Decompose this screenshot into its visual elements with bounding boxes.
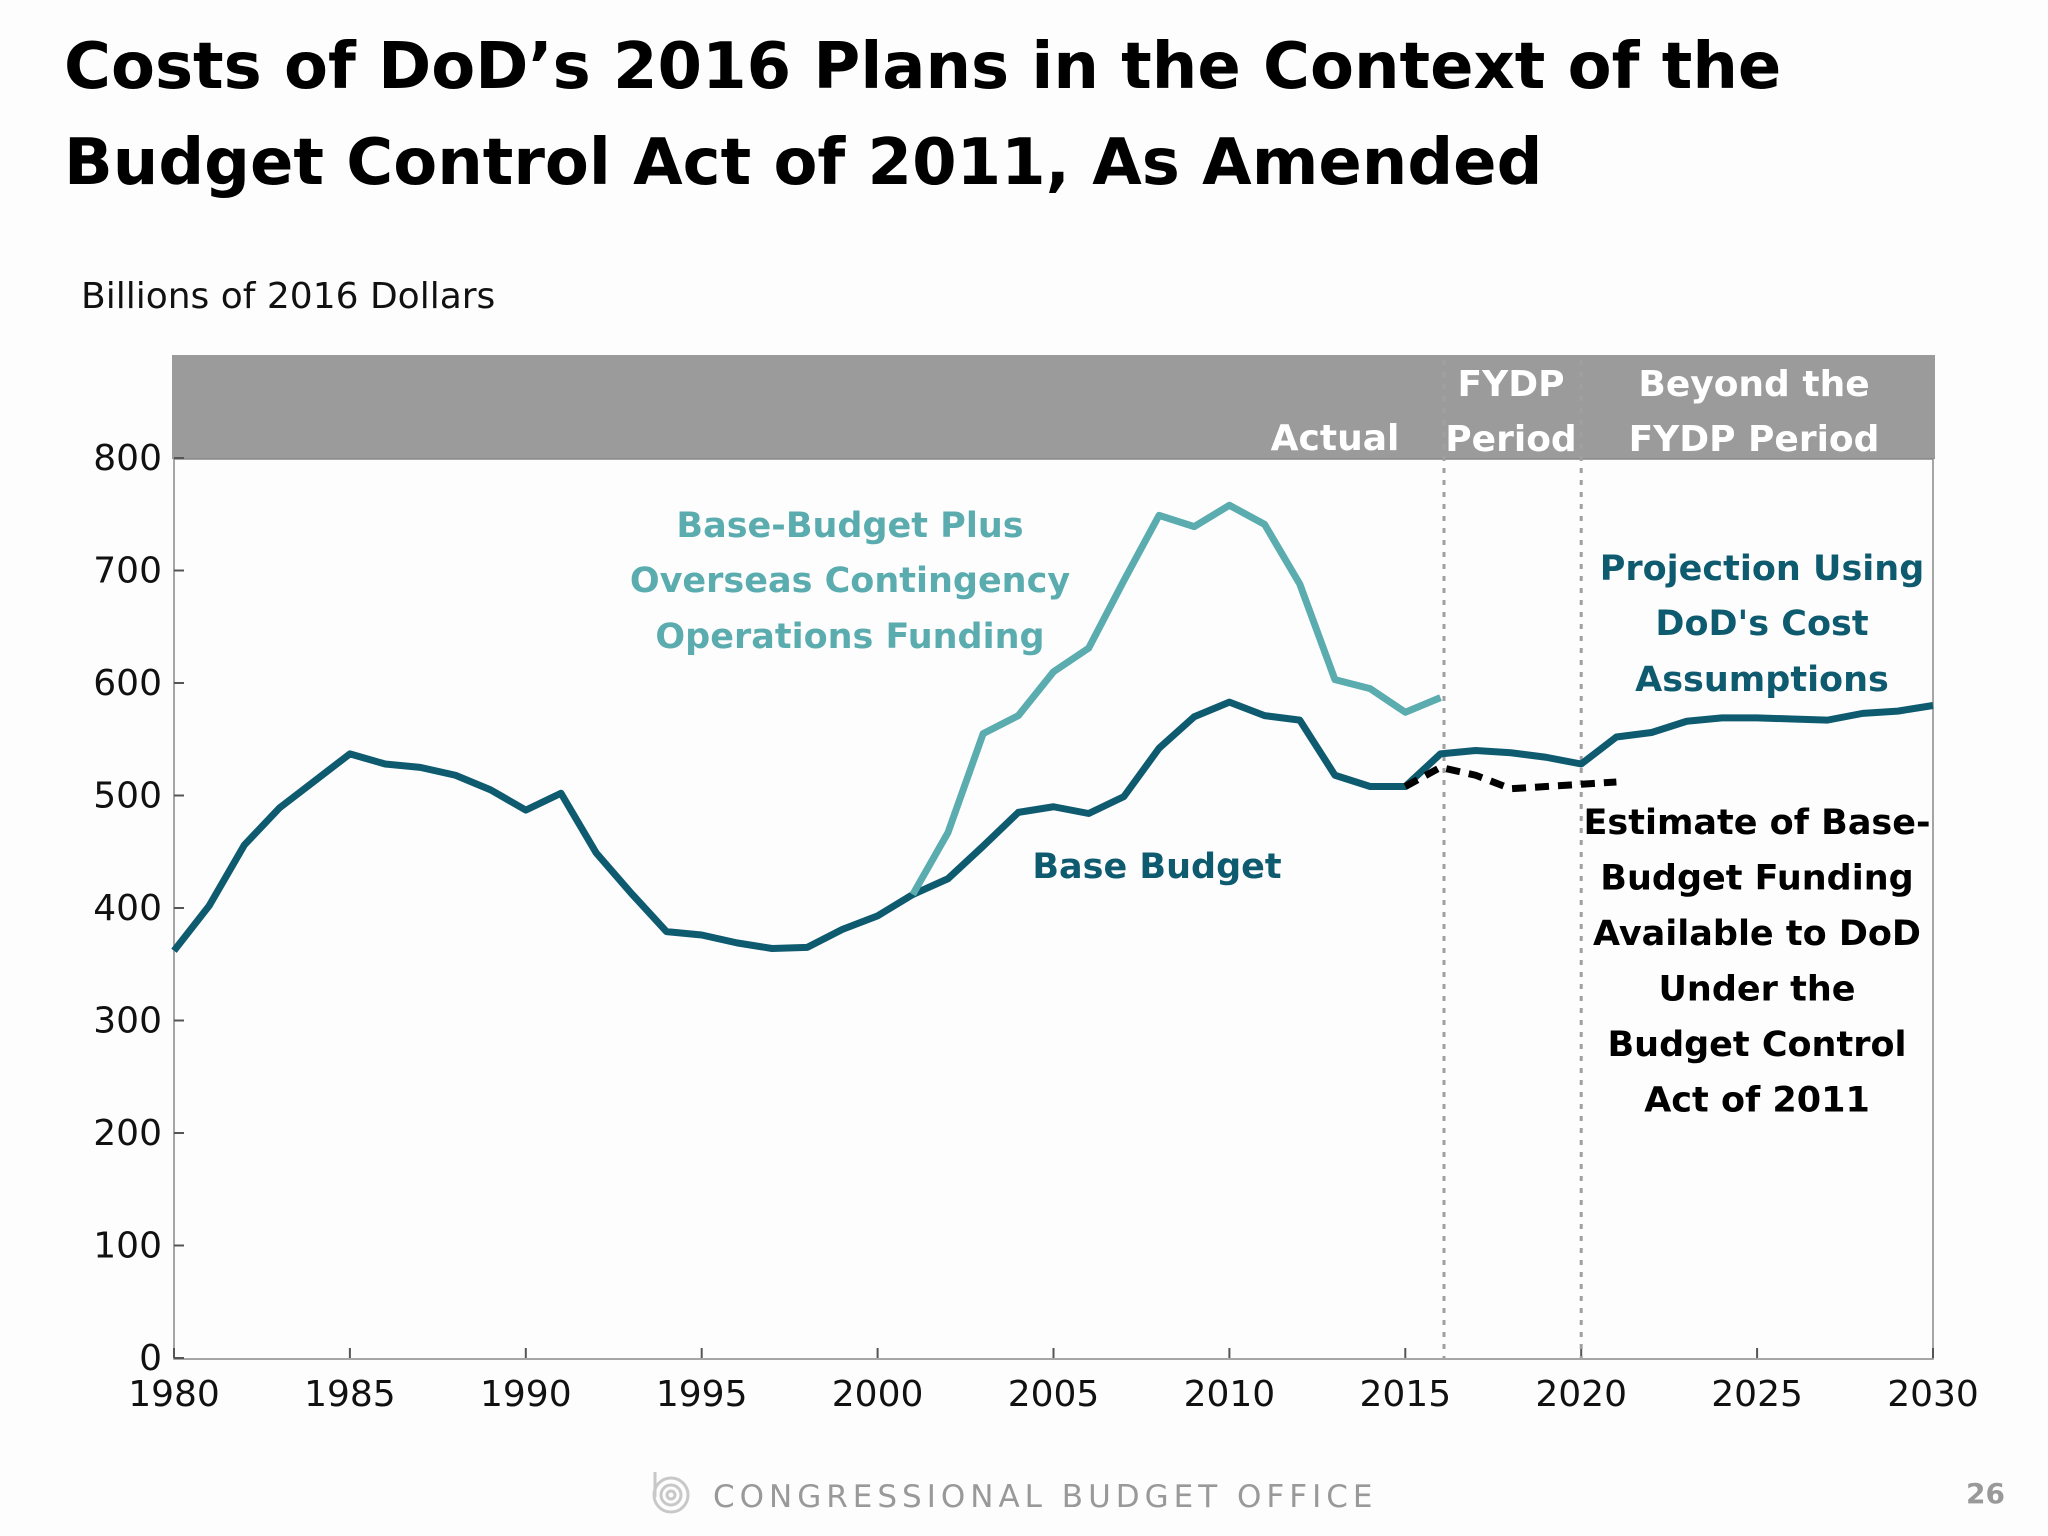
x-tick-label: 1990 bbox=[480, 1374, 572, 1415]
x-tick-label: 2005 bbox=[1008, 1374, 1100, 1415]
oco-annotation-3: Operations Funding bbox=[655, 617, 1044, 657]
bca-line bbox=[1403, 763, 1617, 793]
bca-annotation-5: Budget Control bbox=[1607, 1025, 1906, 1065]
page-number: 26 bbox=[1966, 1477, 2005, 1510]
bca-annotation-1: Estimate of Base- bbox=[1583, 803, 1930, 843]
oco-annotation-2: Overseas Contingency bbox=[630, 561, 1071, 601]
x-tick-label: 2010 bbox=[1184, 1374, 1276, 1415]
period-label-fydp-1: FYDP bbox=[1458, 364, 1565, 405]
y-tick-label: 0 bbox=[139, 1338, 162, 1379]
y-tick-label: 600 bbox=[93, 663, 162, 704]
period-band bbox=[172, 355, 1935, 459]
y-tick-label: 200 bbox=[93, 1113, 162, 1154]
x-tick-label: 1995 bbox=[656, 1374, 748, 1415]
axes: 1980 1985 1990 1995 2000 2005 2010 2015 2020 2025… bbox=[93, 360, 1979, 1415]
y-tick-label: 700 bbox=[93, 551, 162, 592]
x-tick-label: 2020 bbox=[1535, 1374, 1627, 1415]
footer-organization: CONGRESSIONAL BUDGET OFFICE bbox=[713, 1479, 1377, 1515]
projection-annotation-2: DoD's Cost bbox=[1655, 604, 1868, 644]
projection-annotation-3: Assumptions bbox=[1635, 660, 1889, 700]
y-tick-label: 400 bbox=[93, 888, 162, 929]
oco-line bbox=[909, 501, 1442, 897]
title-line-1: Costs of DoD’s 2016 Plans in the Context… bbox=[64, 30, 1781, 104]
projection-annotation-1: Projection Using bbox=[1600, 549, 1925, 589]
x-tick-label: 1980 bbox=[128, 1374, 220, 1415]
y-tick-label: 800 bbox=[93, 438, 162, 479]
bca-annotation-2: Budget Funding bbox=[1600, 859, 1913, 899]
period-label-fydp-2: Period bbox=[1445, 419, 1576, 460]
x-tick-label: 2030 bbox=[1887, 1374, 1979, 1415]
x-tick-label: 1985 bbox=[304, 1374, 396, 1415]
y-axis-label: Billions of 2016 Dollars bbox=[81, 276, 495, 317]
bca-annotation-3: Available to DoD bbox=[1593, 914, 1921, 954]
period-label-actual: Actual bbox=[1271, 418, 1400, 459]
period-label-beyond-1: Beyond the bbox=[1638, 364, 1869, 405]
x-tick-label: 2000 bbox=[832, 1374, 924, 1415]
title-line-2: Budget Control Act of 2011, As Amended bbox=[64, 126, 1542, 200]
x-tick-label: 2015 bbox=[1359, 1374, 1451, 1415]
y-tick-label: 500 bbox=[93, 776, 162, 817]
base-budget-annotation: Base Budget bbox=[1032, 847, 1281, 887]
y-tick-label: 100 bbox=[93, 1226, 162, 1267]
cbo-logo-icon bbox=[652, 1472, 690, 1514]
series-lines bbox=[171, 501, 1934, 953]
oco-annotation-1: Base-Budget Plus bbox=[676, 506, 1023, 546]
x-tick-label: 2025 bbox=[1711, 1374, 1803, 1415]
bca-annotation-6: Act of 2011 bbox=[1644, 1081, 1870, 1121]
period-label-beyond-2: FYDP Period bbox=[1629, 419, 1880, 460]
bca-annotation-4: Under the bbox=[1659, 970, 1856, 1010]
y-tick-label: 300 bbox=[93, 1001, 162, 1042]
